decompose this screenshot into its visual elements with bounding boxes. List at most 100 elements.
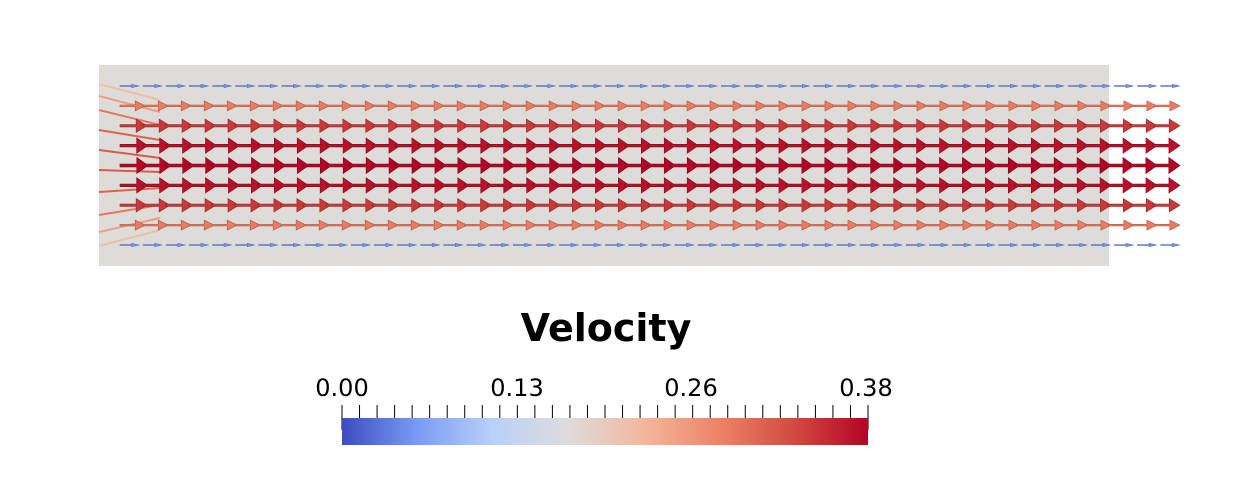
inlet-arrow: [98, 95, 161, 113]
velocity-arrow: [394, 156, 424, 175]
velocity-arrow: [489, 243, 510, 247]
velocity-arrow: [901, 219, 928, 231]
velocity-arrow: [579, 100, 606, 112]
velocity-arrow: [555, 156, 585, 175]
velocity-arrow: [1129, 177, 1158, 194]
velocity-arrow: [602, 219, 629, 231]
velocity-arrow: [303, 177, 332, 194]
velocity-arrow: [464, 198, 492, 213]
velocity-arrow: [922, 177, 952, 194]
velocity-arrow: [1085, 100, 1112, 112]
velocity-arrow: [535, 84, 556, 88]
velocity-arrow: [740, 100, 767, 112]
velocity-arrow: [716, 177, 745, 194]
velocity-arrow: [697, 243, 718, 247]
velocity-arrow: [853, 177, 883, 194]
velocity-arrow: [532, 156, 562, 175]
velocity-arrow: [509, 118, 538, 133]
velocity-arrow: [142, 118, 171, 133]
velocity-arrow: [510, 100, 537, 112]
velocity-arrow: [466, 243, 487, 247]
velocity-arrow: [234, 198, 263, 213]
velocity-arrow: [486, 177, 516, 194]
velocity-arrow: [189, 243, 209, 247]
velocity-arrow: [555, 177, 585, 194]
velocity-arrow: [808, 198, 837, 213]
velocity-arrow: [975, 243, 996, 247]
velocity-arrow: [876, 137, 906, 154]
velocity-arrow: [1151, 156, 1181, 175]
velocity-arrow: [786, 219, 813, 231]
velocity-arrow: [326, 177, 355, 194]
velocity-arrow: [624, 156, 654, 175]
velocity-arrow: [372, 177, 401, 194]
velocity-arrow: [1128, 156, 1158, 175]
velocity-arrow: [372, 100, 399, 112]
velocity-arrow: [533, 100, 560, 112]
inlet-arrow: [98, 187, 161, 193]
velocity-arrow: [790, 84, 811, 88]
velocity-arrow: [441, 100, 468, 112]
velocity-arrow: [486, 156, 516, 175]
velocity-arrow: [647, 177, 676, 194]
legend-tick-label-1: 0.13: [490, 374, 543, 402]
velocity-arrow: [212, 243, 232, 247]
velocity-arrow: [535, 243, 556, 247]
velocity-arrow: [991, 137, 1020, 154]
velocity-arrow: [420, 84, 441, 88]
velocity-arrow: [142, 156, 172, 175]
velocity-arrow: [899, 137, 929, 154]
velocity-arrow: [119, 118, 148, 133]
velocity-arrow: [1044, 243, 1065, 247]
velocity-arrow: [119, 100, 147, 112]
velocity-arrow: [807, 177, 837, 194]
velocity-arrow: [859, 84, 880, 88]
velocity-arrow: [716, 137, 745, 154]
velocity-arrow: [1083, 118, 1112, 133]
velocity-arrow: [395, 100, 422, 112]
velocity-arrow: [720, 84, 741, 88]
velocity-arrow: [1082, 156, 1112, 175]
velocity-arrow: [1085, 219, 1112, 231]
velocity-arrow: [784, 177, 814, 194]
velocity-arrow: [922, 156, 952, 175]
velocity-arrow: [582, 84, 602, 88]
velocity-arrow: [969, 198, 997, 213]
velocity-arrow: [1151, 177, 1181, 194]
velocity-arrow: [969, 118, 997, 133]
velocity-arrow: [1039, 219, 1066, 231]
velocity-arrow: [440, 177, 470, 194]
velocity-arrow: [165, 118, 194, 133]
velocity-arrow: [304, 84, 325, 88]
velocity-arrow: [326, 100, 353, 112]
velocity-arrow: [165, 177, 195, 194]
legend-tick-label-0: 0.00: [315, 374, 368, 402]
velocity-arrow: [859, 243, 880, 247]
velocity-arrow: [717, 219, 744, 231]
velocity-arrow: [809, 100, 836, 112]
velocity-arrow: [417, 156, 447, 175]
velocity-arrow: [326, 219, 353, 231]
velocity-arrow: [257, 118, 286, 133]
velocity-arrow: [463, 156, 493, 175]
velocity-arrow: [853, 156, 883, 175]
velocity-arrow: [809, 219, 836, 231]
velocity-arrow: [280, 100, 307, 112]
velocity-arrow: [374, 84, 394, 88]
velocity-arrow: [855, 100, 882, 112]
velocity-arrow: [968, 137, 998, 154]
velocity-arrow: [280, 118, 309, 133]
velocity-arrow: [970, 100, 997, 112]
velocity-arrow: [119, 219, 147, 231]
velocity-arrow: [258, 84, 279, 88]
velocity-arrow: [693, 156, 722, 175]
velocity-arrow: [349, 137, 378, 154]
velocity-arrow: [1106, 177, 1135, 194]
velocity-arrow: [349, 100, 376, 112]
velocity-arrow: [1131, 219, 1158, 231]
velocity-arrow: [670, 118, 699, 133]
velocity-arrow: [555, 137, 585, 154]
velocity-arrow: [808, 118, 837, 133]
velocity-arrow: [417, 177, 447, 194]
velocity-arrow: [993, 100, 1020, 112]
